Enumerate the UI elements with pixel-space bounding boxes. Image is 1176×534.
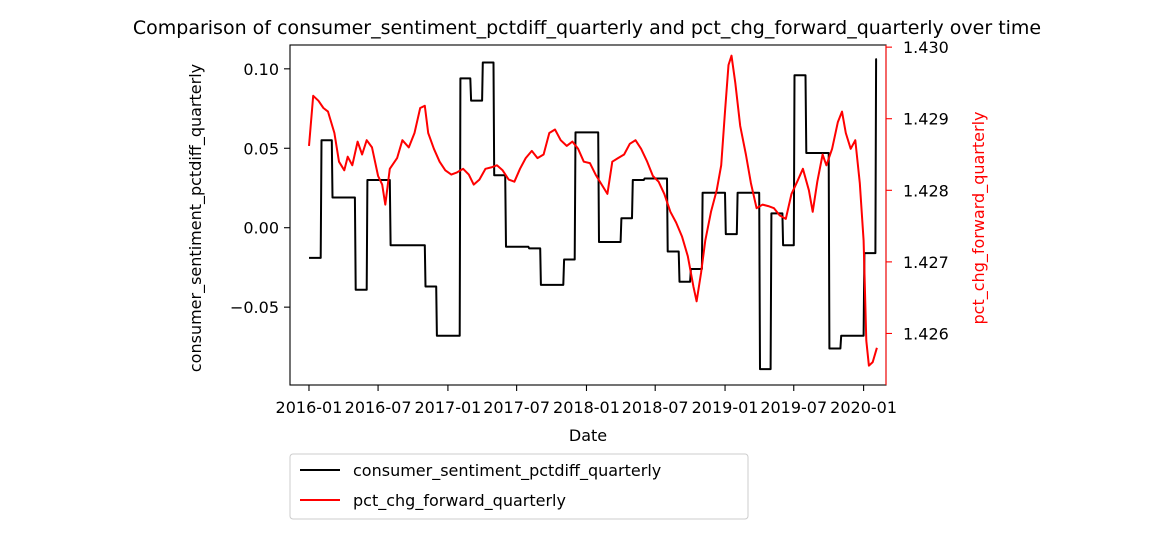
x-tick-label: 2019-01 — [692, 398, 759, 417]
y-axis-right-title: pct_chg_forward_quarterly — [969, 112, 989, 325]
legend-box — [289, 453, 749, 520]
x-tick-label: 2018-01 — [553, 398, 620, 417]
x-tick-label: 2017-01 — [414, 398, 481, 417]
series-pct-chg-forward — [308, 54, 878, 367]
series-line-pct-chg-forward — [308, 54, 878, 367]
legend-label-consumer-sentiment: consumer_sentiment_pctdiff_quarterly — [353, 461, 661, 481]
series-line-consumer-sentiment — [309, 58, 878, 371]
y-right-tick-label: 1.426 — [903, 324, 949, 343]
y-right-tick-label: 1.427 — [903, 253, 949, 272]
y-left-tick-label: 0.10 — [243, 60, 279, 79]
y-axis-left: −0.05 0.00 0.05 0.10 — [230, 60, 290, 317]
y-right-tick-label: 1.430 — [903, 38, 949, 57]
x-tick-label: 2019-07 — [760, 398, 827, 417]
x-tick-label: 2020-01 — [830, 398, 897, 417]
x-axis: 2016-01 2016-07 2017-01 2017-07 2018-01 2018-… — [276, 385, 897, 417]
plot-area — [289, 44, 887, 386]
series-consumer-sentiment — [309, 58, 878, 371]
y-left-tick-label: −0.05 — [230, 298, 279, 317]
x-tick-label: 2016-01 — [276, 398, 343, 417]
y-axis-right: 1.426 1.427 1.428 1.429 1.430 — [886, 38, 949, 343]
x-tick-label: 2017-07 — [483, 398, 550, 417]
legend: consumer_sentiment_pctdiff_quarterly pct… — [289, 453, 749, 520]
y-right-tick-label: 1.428 — [903, 181, 949, 200]
chart-title: Comparison of consumer_sentiment_pctdiff… — [133, 17, 1041, 39]
x-axis-title: Date — [569, 426, 607, 445]
y-axis-left-title: consumer_sentiment_pctdiff_quarterly — [186, 64, 206, 372]
x-tick-label: 2018-07 — [622, 398, 689, 417]
x-tick-label: 2016-07 — [345, 398, 412, 417]
y-left-tick-label: 0.05 — [243, 139, 279, 158]
legend-label-pct-chg-forward: pct_chg_forward_quarterly — [353, 491, 566, 511]
plot-background — [290, 45, 886, 385]
y-right-tick-label: 1.429 — [903, 110, 949, 129]
y-left-tick-label: 0.00 — [243, 219, 279, 238]
